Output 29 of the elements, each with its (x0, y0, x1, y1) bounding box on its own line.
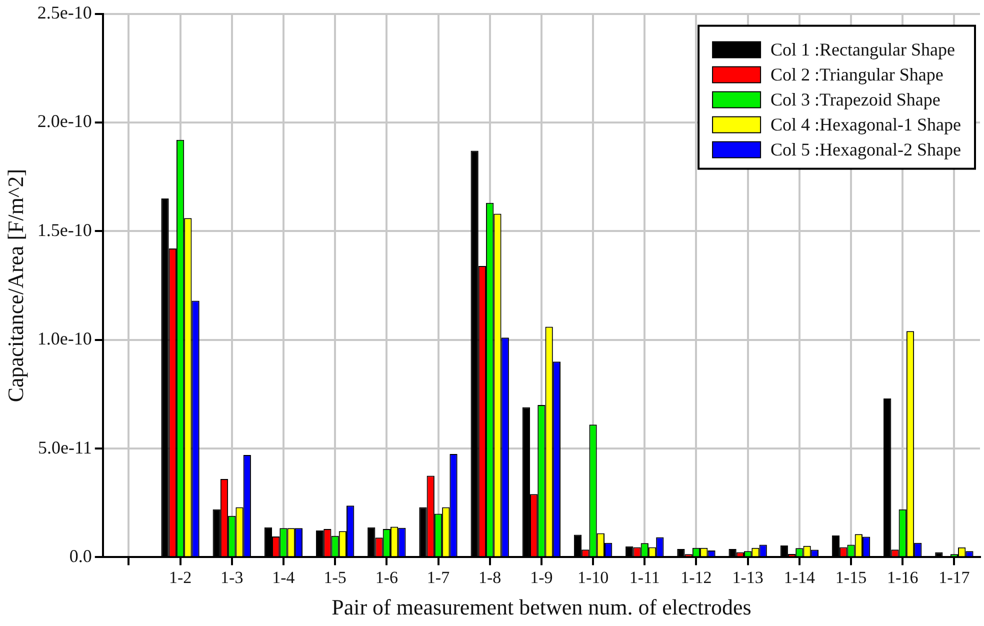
x-tick-label: 1-7 (426, 568, 450, 587)
y-tick-label: 2.5e-10 (37, 2, 92, 23)
legend-label: Col 3 :Trapezoid Shape (770, 90, 940, 110)
y-tick-label: 1.0e-10 (37, 328, 92, 349)
y-tick-label: 5.0e-11 (38, 437, 92, 458)
legend-label: Col 5 :Hexagonal-2 Shape (770, 140, 962, 160)
x-tick-label: 1-3 (220, 568, 244, 587)
y-axis-title: Capacitance/Area [F/m^2] (2, 168, 28, 402)
x-tick-label: 1-12 (680, 568, 712, 587)
x-tick-label: 1-15 (835, 568, 867, 587)
y-tick-label: 1.5e-10 (37, 220, 92, 240)
x-tick-label: 1-11 (629, 568, 660, 587)
legend-label: Col 4 :Hexagonal-1 Shape (770, 114, 962, 135)
x-axis-title: Pair of measurement betwen num. of electrodes (332, 594, 752, 620)
x-tick-label: 1-13 (732, 568, 764, 587)
x-tick-label: 1-5 (324, 568, 346, 587)
x-tick-label: 1-6 (375, 568, 398, 587)
x-tick-label: 1-16 (887, 568, 918, 587)
x-tick-label: 1-4 (272, 568, 296, 587)
y-tick-label: 0.0 (69, 546, 92, 566)
x-tick-label: 1-17 (938, 568, 970, 587)
legend-label: Col 2 :Triangular Shape (770, 64, 944, 85)
legend-label: Col 1 :Rectangular Shape (770, 40, 956, 60)
x-tick-label: 1-2 (168, 568, 192, 587)
y-tick-label: 2.0e-10 (37, 111, 92, 132)
x-tick-label: 1-9 (530, 568, 553, 587)
x-tick-label: 1-14 (784, 568, 816, 587)
x-tick-label: 1-10 (577, 568, 609, 587)
x-tick-label: 1-8 (478, 568, 502, 587)
